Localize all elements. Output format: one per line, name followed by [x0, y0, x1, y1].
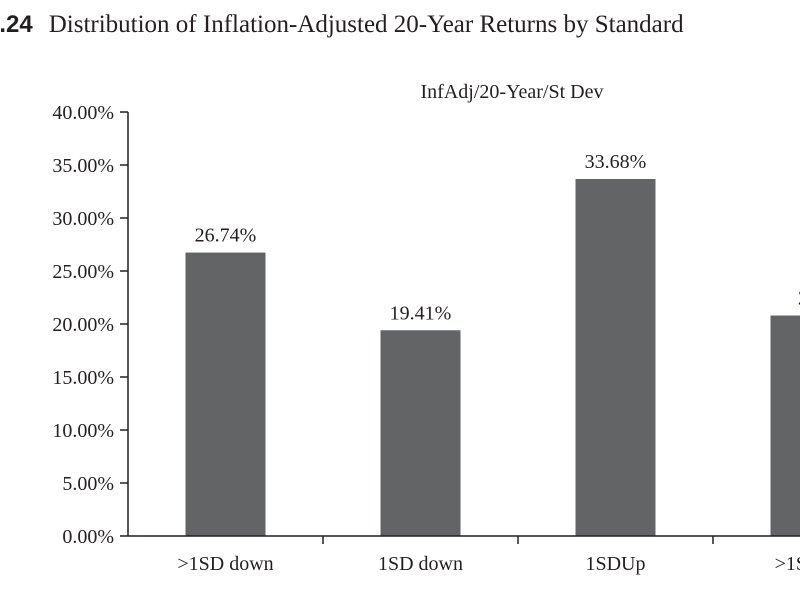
figure-number: 3.24 — [0, 11, 33, 38]
x-tick-label: >1SD down — [177, 553, 273, 575]
y-tick-label: 40.00% — [52, 102, 114, 124]
bar — [575, 178, 656, 536]
y-tick-label: 20.00% — [52, 314, 114, 336]
x-tick-label: 1SD down — [378, 553, 463, 575]
bar-value-label: 26.74% — [195, 225, 257, 247]
figure-caption: 3.24 Distribution of Inflation-Adjusted 2… — [0, 10, 684, 40]
y-tick-label: 35.00% — [52, 155, 114, 177]
x-tick-label: 1SDUp — [585, 553, 645, 575]
bar-value-label: 20. — [798, 288, 800, 310]
bar-value-labels: 26.74% 19.41% 33.68% 20. — [195, 151, 800, 324]
bar-value-label: 33.68% — [585, 151, 647, 173]
bars — [185, 178, 800, 536]
figure-title: Distribution of Inflation-Adjusted 20-Ye… — [48, 11, 684, 38]
chart-title: InfAdj/20-Year/St Dev — [421, 81, 604, 103]
bar-value-label: 19.41% — [390, 302, 452, 324]
y-tick-label: 25.00% — [52, 261, 114, 283]
bar — [770, 315, 800, 536]
y-axis-ticks: 0.00% 5.00% 10.00% 15.00% 20.00% 25.00% 30.00%… — [52, 102, 128, 548]
y-tick-label: 5.00% — [62, 473, 114, 495]
y-tick-label: 0.00% — [62, 526, 114, 548]
y-tick-label: 10.00% — [52, 420, 114, 442]
x-axis-ticks: >1SD down 1SD down 1SDUp >1SD up — [177, 536, 800, 575]
x-tick-label: >1SD up — [775, 553, 800, 575]
bar — [380, 330, 461, 536]
bar — [185, 252, 266, 536]
y-tick-label: 30.00% — [52, 208, 114, 230]
y-tick-label: 15.00% — [52, 367, 114, 389]
